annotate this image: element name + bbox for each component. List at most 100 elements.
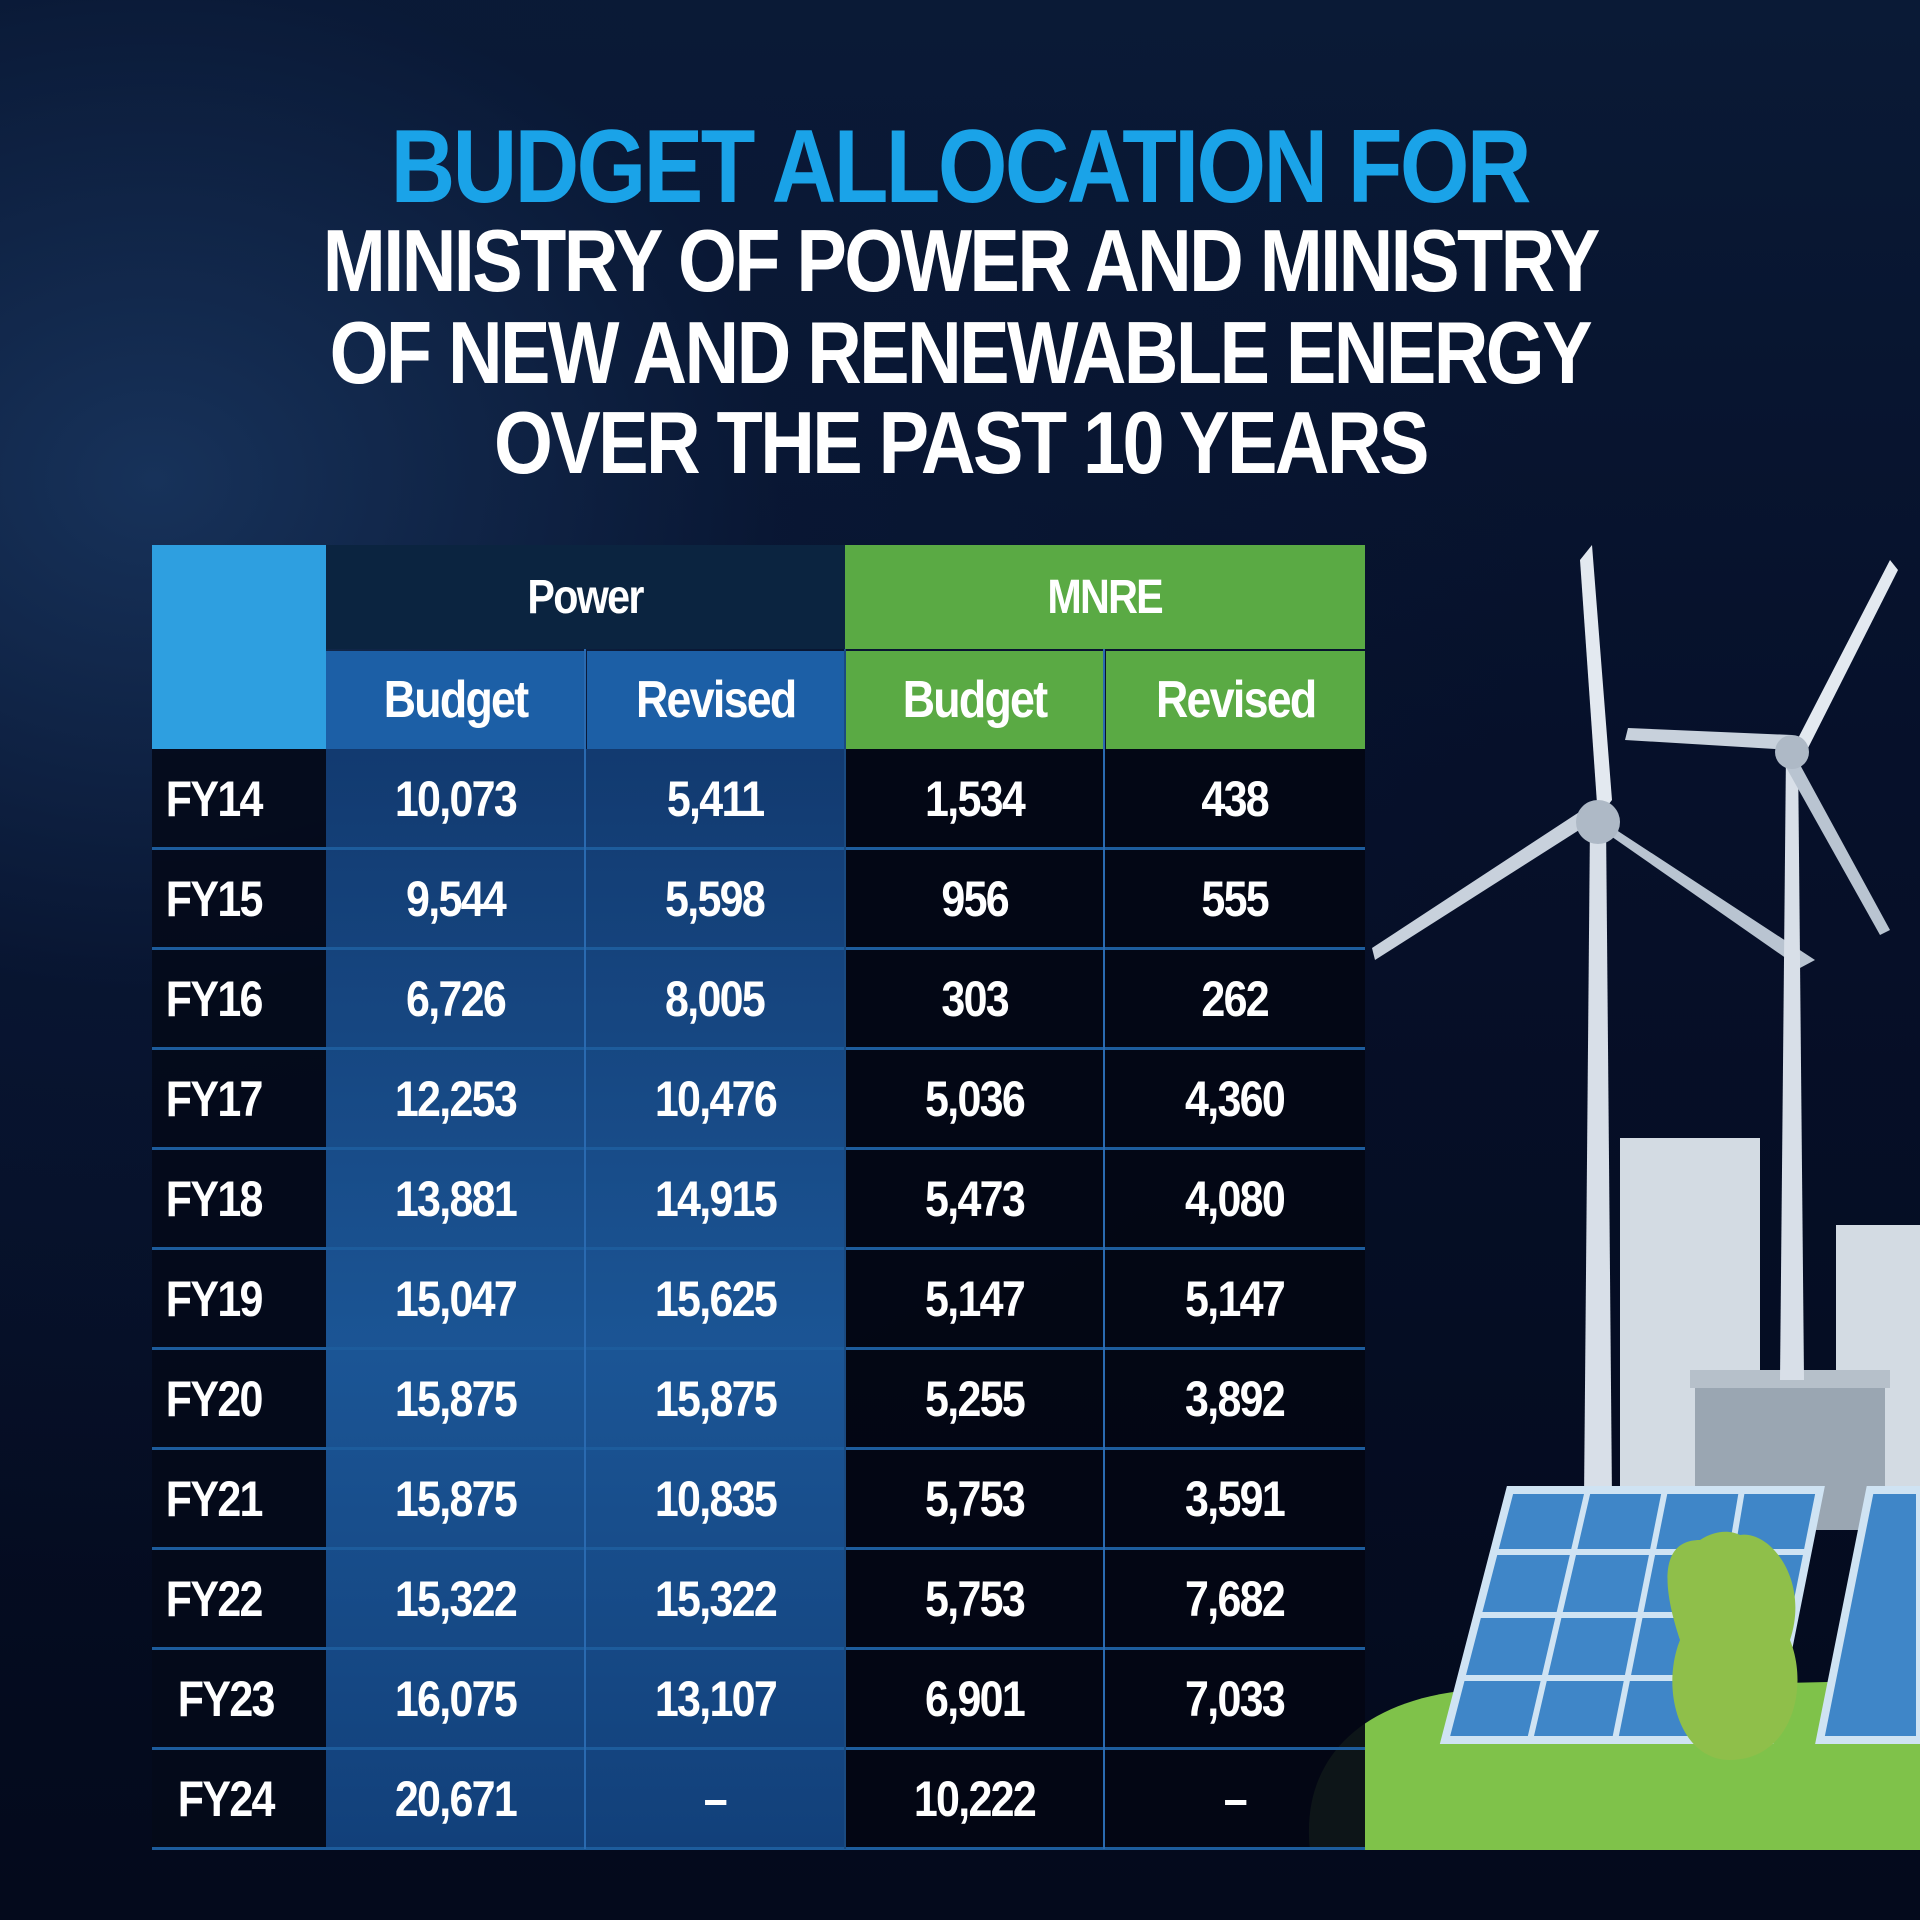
table-cell: 9,544 — [326, 849, 585, 949]
table-cell-text: 5,036 — [924, 1071, 1026, 1127]
table-cell-text: 10,073 — [394, 771, 518, 827]
header-power-text: Power — [527, 570, 645, 624]
table-cell-text: 6,901 — [924, 1671, 1026, 1727]
table-cell-text: 5,753 — [924, 1471, 1026, 1527]
table-cell-text: 10,476 — [654, 1071, 777, 1127]
table-cell: 15,047 — [326, 1249, 585, 1349]
row-divider — [152, 1347, 1365, 1350]
table-cell: 5,598 — [585, 849, 845, 949]
header-mnre-revised-text: Revised — [1155, 671, 1317, 729]
tree-icon — [1667, 1531, 1798, 1760]
building-icon — [1620, 1138, 1920, 1530]
row-label: FY22 — [152, 1549, 326, 1649]
table-cell: 1,534 — [845, 749, 1104, 849]
table-cell: 16,075 — [326, 1649, 585, 1749]
column-divider — [1103, 649, 1105, 1849]
table-cell-text: 15,875 — [394, 1371, 518, 1427]
wind-turbine-icon — [1625, 560, 1898, 1380]
table-cell-text: 956 — [941, 871, 1009, 927]
table-cell-text: 438 — [1201, 771, 1269, 827]
table-cell-text: 7,033 — [1184, 1671, 1286, 1727]
header-corner — [152, 545, 326, 749]
table-cell: 13,881 — [326, 1149, 585, 1249]
row-label: FY20 — [152, 1349, 326, 1449]
table-cell-text: 303 — [941, 971, 1009, 1027]
table-cell: 5,753 — [845, 1549, 1104, 1649]
table-cell: 262 — [1104, 949, 1365, 1049]
table-cell: 7,682 — [1104, 1549, 1365, 1649]
table-cell-text: 15,322 — [394, 1571, 518, 1627]
row-divider — [152, 1847, 1365, 1850]
table-cell-text: 7,682 — [1184, 1571, 1286, 1627]
table-cell-text: 15,625 — [654, 1271, 777, 1327]
table-cell-text: 4,360 — [1184, 1071, 1286, 1127]
row-label-text: FY21 — [165, 1471, 264, 1527]
row-label-text: FY18 — [165, 1171, 264, 1227]
table-cell: 5,473 — [845, 1149, 1104, 1249]
table-cell-text: 5,473 — [924, 1171, 1026, 1227]
row-label-text: FY20 — [165, 1371, 264, 1427]
wind-turbine-icon — [1372, 545, 1815, 1500]
table-cell: – — [585, 1749, 845, 1849]
row-label: FY21 — [152, 1449, 326, 1549]
header-mnre-text: MNRE — [1047, 570, 1164, 624]
table-cell: 5,147 — [1104, 1249, 1365, 1349]
table-cell-text: – — [1223, 1771, 1247, 1827]
table-cell: 7,033 — [1104, 1649, 1365, 1749]
table-cell: 13,107 — [585, 1649, 845, 1749]
row-label: FY24 — [152, 1749, 326, 1849]
row-label: FY14 — [152, 749, 326, 849]
row-label: FY18 — [152, 1149, 326, 1249]
title-line-2: MINISTRY OF POWER AND MINISTRY — [322, 211, 1600, 310]
table-cell: 438 — [1104, 749, 1365, 849]
row-divider — [152, 1147, 1365, 1150]
row-divider — [152, 1547, 1365, 1550]
header-power-budget: Budget — [326, 651, 585, 749]
header-mnre-budget-text: Budget — [902, 671, 1048, 729]
title-line-3: OF NEW AND RENEWABLE ENERGY — [329, 303, 1593, 402]
table-cell: 303 — [845, 949, 1104, 1049]
table-cell-text: 8,005 — [665, 971, 766, 1027]
table-cell-text: 15,875 — [654, 1371, 777, 1427]
row-label-text: FY16 — [165, 971, 264, 1027]
row-label-text: FY14 — [165, 771, 264, 827]
table-cell-text: 15,047 — [394, 1271, 518, 1327]
mnre-columns-bg — [845, 749, 1365, 1849]
table-cell: 12,253 — [326, 1049, 585, 1149]
table-cell: 15,625 — [585, 1249, 845, 1349]
header-power-revised-text: Revised — [636, 671, 797, 729]
table-cell: 4,360 — [1104, 1049, 1365, 1149]
row-divider — [152, 1447, 1365, 1450]
table-cell: 4,080 — [1104, 1149, 1365, 1249]
table-cell-text: 5,598 — [665, 871, 766, 927]
table-cell-text: 3,892 — [1184, 1371, 1286, 1427]
title-line-4: OVER THE PAST 10 YEARS — [493, 393, 1430, 492]
table-cell: 5,147 — [845, 1249, 1104, 1349]
table-cell-text: 555 — [1201, 871, 1269, 927]
table-cell-text: 15,875 — [394, 1471, 518, 1527]
table-cell: 555 — [1104, 849, 1365, 949]
row-divider — [152, 847, 1365, 850]
table-cell: 5,411 — [585, 749, 845, 849]
table-cell: 5,036 — [845, 1049, 1104, 1149]
table-cell: 3,591 — [1104, 1449, 1365, 1549]
column-divider — [584, 649, 586, 1849]
row-label-text: FY23 — [177, 1671, 276, 1727]
header-power-budget-text: Budget — [383, 671, 529, 729]
table-cell-text: 13,107 — [654, 1671, 777, 1727]
table-cell: 15,322 — [326, 1549, 585, 1649]
table-cell-text: 1,534 — [924, 771, 1026, 827]
header-power-revised: Revised — [587, 651, 845, 749]
title-line-1: BUDGET ALLOCATION FOR — [390, 109, 1532, 225]
table-cell-text: 10,222 — [913, 1771, 1037, 1827]
table-cell-text: 3,591 — [1184, 1471, 1286, 1527]
column-divider — [844, 649, 846, 1849]
table-cell: 6,726 — [326, 949, 585, 1049]
row-divider — [152, 1247, 1365, 1250]
row-label-text: FY19 — [165, 1271, 264, 1327]
table-cell-text: 6,726 — [405, 971, 507, 1027]
row-label-text: FY22 — [165, 1571, 264, 1627]
table-cell-text: 5,147 — [924, 1271, 1026, 1327]
header-power: Power — [326, 545, 845, 649]
table-cell: 15,875 — [326, 1349, 585, 1449]
